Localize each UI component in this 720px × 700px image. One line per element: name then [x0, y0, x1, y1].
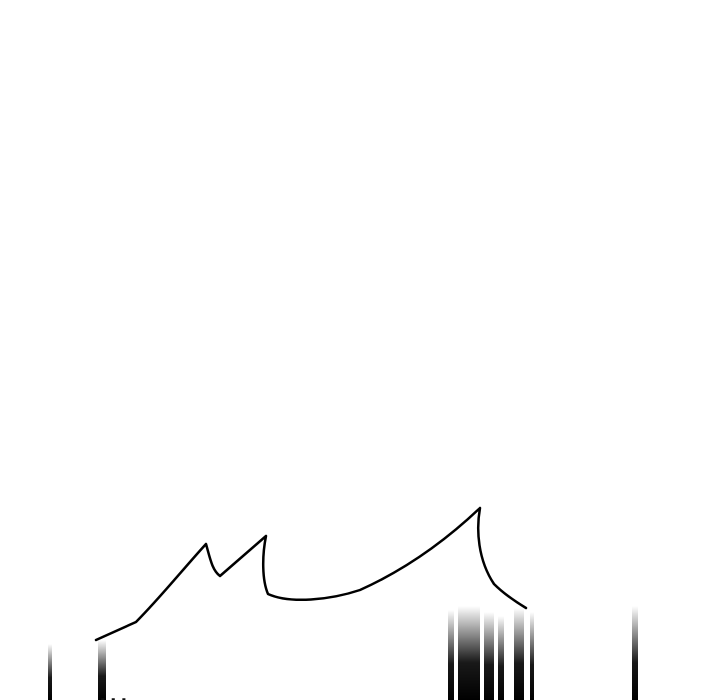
- speed-line: [98, 640, 106, 700]
- hair-spike-line: [94, 506, 528, 642]
- speed-line: [514, 608, 524, 700]
- speed-line: [498, 616, 504, 700]
- speed-line: [458, 606, 480, 700]
- speed-line: [484, 612, 494, 700]
- speed-line: [632, 606, 638, 700]
- speed-line: [48, 644, 52, 700]
- caption-text: ...: [98, 675, 130, 700]
- speed-line: [530, 612, 534, 700]
- speed-line: [448, 610, 454, 700]
